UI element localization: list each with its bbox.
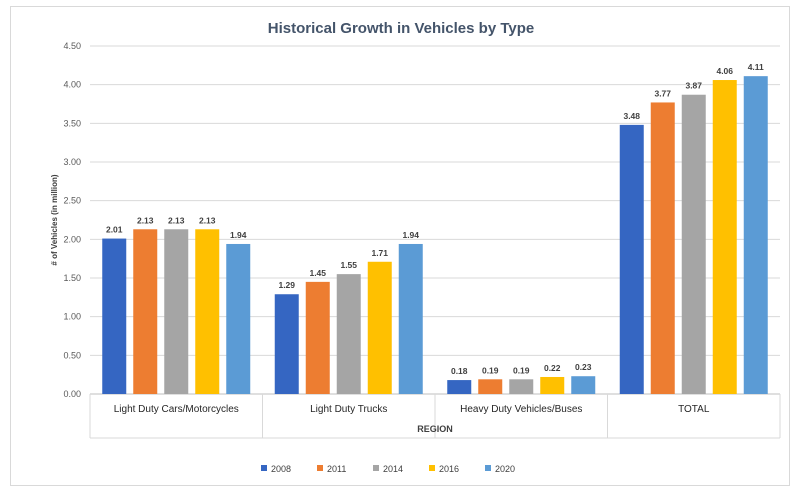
data-label: 0.23 <box>575 362 592 372</box>
bar-2016 <box>195 229 220 394</box>
bar-2014 <box>681 94 706 394</box>
legend-item: 2016 <box>439 464 459 474</box>
data-label: 0.19 <box>513 365 530 375</box>
data-label: 0.22 <box>544 363 561 373</box>
bar-2020 <box>743 76 768 394</box>
bar-chart: Historical Growth in Vehicles by Type 0.0… <box>50 20 781 474</box>
bar-2011 <box>478 379 503 394</box>
bar-2014 <box>509 379 534 394</box>
legend-swatch-2014 <box>373 465 379 471</box>
bar-2020 <box>226 243 251 394</box>
bar-2011 <box>305 281 330 394</box>
legend-item: 2011 <box>327 464 346 474</box>
legend-swatch-2016 <box>429 465 435 471</box>
data-label: 1.71 <box>371 248 388 258</box>
bar-2014 <box>336 274 361 394</box>
bar-2008 <box>274 294 299 394</box>
bar-2008 <box>102 238 127 394</box>
data-label: 3.77 <box>654 88 671 98</box>
bar-2008 <box>619 124 644 394</box>
data-label: 1.55 <box>340 260 357 270</box>
legend-item: 2008 <box>271 464 291 474</box>
x-category-label: TOTAL <box>678 404 710 415</box>
y-axis-label: # of Vehicles (in million) <box>50 174 59 265</box>
bar-2016 <box>540 376 565 394</box>
y-tick-label: 2.50 <box>63 196 81 206</box>
legend-item: 2014 <box>383 464 403 474</box>
data-label: 1.45 <box>309 268 326 278</box>
data-label: 0.19 <box>482 365 499 375</box>
y-tick-label: 0.50 <box>63 350 81 360</box>
x-axis-label: REGION <box>417 424 453 434</box>
data-label: 0.18 <box>451 366 468 376</box>
data-label: 2.01 <box>106 225 123 235</box>
data-label: 2.13 <box>137 215 154 225</box>
bar-2020 <box>571 376 596 394</box>
y-tick-label: 1.00 <box>63 312 81 322</box>
y-tick-label: 1.50 <box>63 273 81 283</box>
data-label: 3.87 <box>685 81 702 91</box>
bar-2008 <box>447 380 472 394</box>
bar-2014 <box>164 229 189 394</box>
data-label: 1.29 <box>278 280 295 290</box>
y-tick-label: 4.50 <box>63 41 81 51</box>
data-label: 3.48 <box>623 111 640 121</box>
legend-swatch-2020 <box>485 465 491 471</box>
data-label: 4.06 <box>716 66 733 76</box>
data-label: 1.94 <box>230 230 247 240</box>
y-tick-label: 3.50 <box>63 118 81 128</box>
y-tick-label: 0.00 <box>63 389 81 399</box>
legend-swatch-2011 <box>317 465 323 471</box>
chart-frame: Historical Growth in Vehicles by Type 0.0… <box>10 6 790 486</box>
data-label: 2.13 <box>199 215 216 225</box>
bar-2011 <box>133 229 158 394</box>
data-label: 1.94 <box>402 230 419 240</box>
chart-title: Historical Growth in Vehicles by Type <box>268 20 534 37</box>
y-tick-label: 3.00 <box>63 157 81 167</box>
bar-2020 <box>398 243 423 394</box>
y-tick-label: 4.00 <box>63 80 81 90</box>
x-category-label: Light Duty Trucks <box>310 404 387 415</box>
data-label: 4.11 <box>748 62 764 72</box>
y-tick-label: 2.00 <box>63 234 81 244</box>
bar-2016 <box>712 80 737 394</box>
legend-item: 2020 <box>495 464 515 474</box>
bar-2011 <box>650 102 675 394</box>
bar-2016 <box>367 261 392 394</box>
x-category-label: Light Duty Cars/Motorcycles <box>114 404 239 415</box>
legend-swatch-2008 <box>261 465 267 471</box>
x-category-label: Heavy Duty Vehicles/Buses <box>460 404 582 415</box>
data-label: 2.13 <box>168 215 185 225</box>
